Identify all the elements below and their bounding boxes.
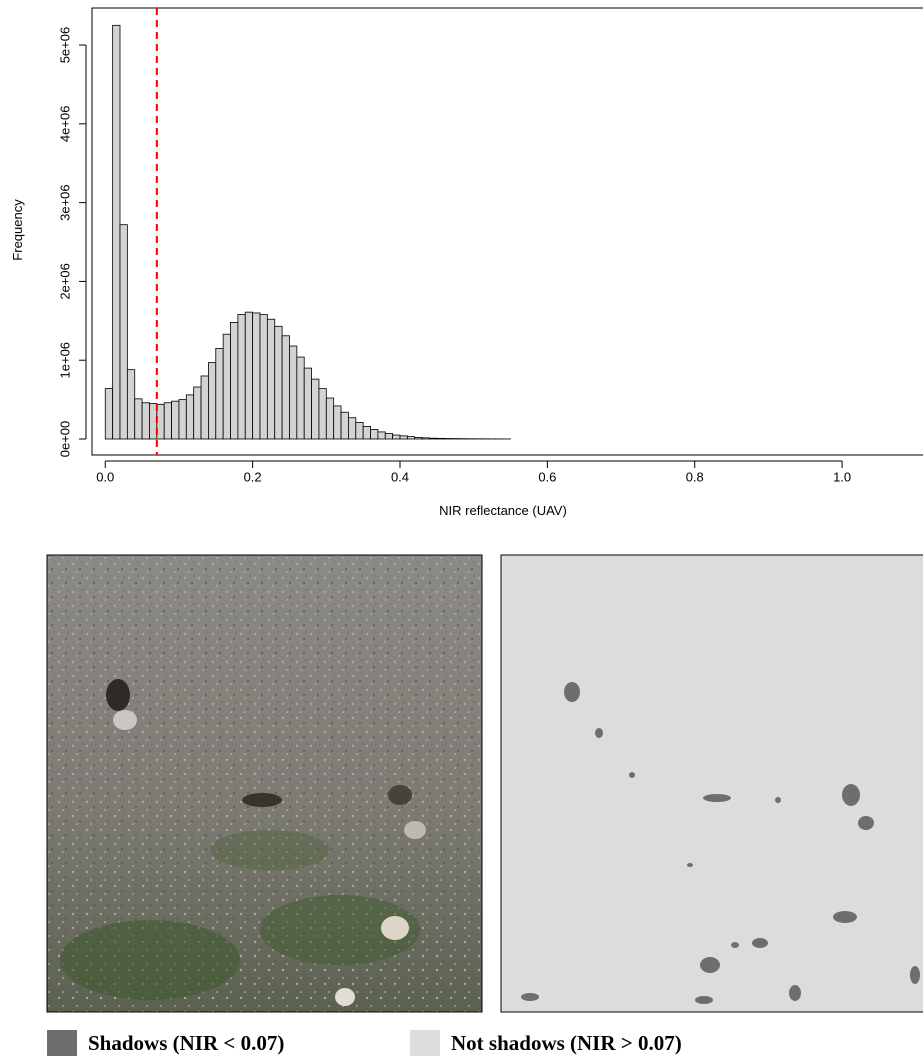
bar [282, 336, 289, 439]
x-tick-label: 0.0 [96, 469, 114, 484]
bar [393, 435, 400, 439]
legend-swatch [47, 1030, 77, 1056]
legend-label: Shadows (NIR < 0.07) [88, 1031, 284, 1055]
bar [245, 312, 252, 439]
bar [334, 406, 341, 439]
bar [149, 404, 156, 439]
bar [429, 438, 436, 439]
bar [415, 437, 422, 439]
bar [319, 389, 326, 439]
bar [297, 357, 304, 439]
photo-panel [47, 555, 482, 1012]
bar [437, 438, 444, 439]
shadow-mask-panel [501, 555, 923, 1012]
bar [400, 436, 407, 439]
bar [356, 422, 363, 439]
bar [164, 403, 171, 439]
bar [186, 395, 193, 439]
bar [253, 313, 260, 439]
bar [238, 315, 245, 439]
bar [113, 25, 120, 439]
x-tick-label: 1.0 [833, 469, 851, 484]
y-tick-label: 3e+06 [57, 184, 72, 221]
y-tick-label: 1e+06 [57, 342, 72, 379]
legend-label: Not shadows (NIR > 0.07) [451, 1031, 682, 1055]
bar [348, 418, 355, 439]
bar [275, 326, 282, 439]
bar [194, 387, 201, 439]
bar [127, 370, 134, 439]
bar [135, 399, 142, 439]
bar [157, 404, 164, 439]
y-tick-label: 4e+06 [57, 106, 72, 143]
bar [120, 225, 127, 439]
bar [326, 398, 333, 439]
bar [142, 403, 149, 439]
bar [201, 376, 208, 439]
bar [231, 322, 238, 439]
y-tick-label: 2e+06 [57, 263, 72, 300]
bar [223, 334, 230, 439]
bar [216, 348, 223, 439]
x-axis-title: NIR reflectance (UAV) [439, 503, 567, 518]
x-tick-label: 0.6 [538, 469, 556, 484]
bar [289, 346, 296, 439]
bar [371, 430, 378, 439]
bar [208, 363, 215, 439]
bar [422, 438, 429, 439]
bar [304, 368, 311, 439]
bar [341, 412, 348, 439]
bar [407, 437, 414, 439]
y-axis-title: Frequency [10, 199, 25, 261]
y-tick-label: 0e+00 [57, 421, 72, 458]
bar [385, 433, 392, 439]
bar [312, 379, 319, 439]
bar [179, 400, 186, 439]
bar [267, 319, 274, 439]
bar [260, 315, 267, 439]
x-tick-label: 0.4 [391, 469, 409, 484]
x-tick-label: 0.2 [244, 469, 262, 484]
legend-swatch [410, 1030, 440, 1056]
bar [378, 432, 385, 439]
y-tick-label: 5e+06 [57, 27, 72, 64]
bar [363, 426, 370, 439]
x-tick-label: 0.8 [686, 469, 704, 484]
bar [172, 401, 179, 439]
bar [105, 389, 112, 439]
